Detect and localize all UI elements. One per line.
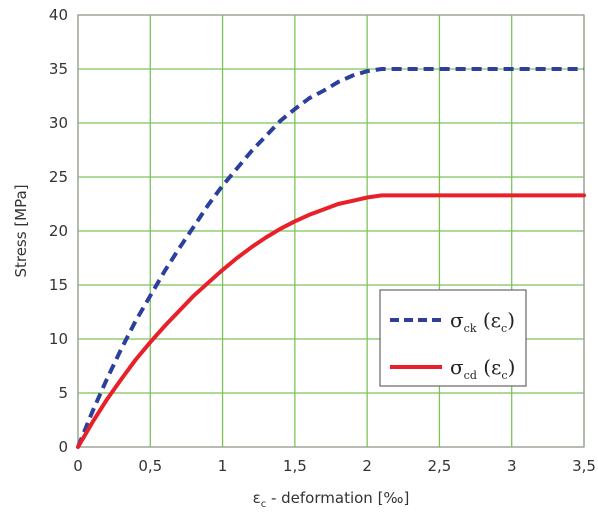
y-tick-label: 10 <box>49 330 68 348</box>
x-tick-label: 0 <box>73 457 83 475</box>
legend-box <box>379 289 527 387</box>
y-tick-label: 25 <box>49 168 68 186</box>
y-tick-labels: 0 5 10 15 20 25 30 35 40 <box>49 6 68 456</box>
legend-label-sigma-cd-sub: cd <box>464 369 477 382</box>
legend-label-sigma-ck-sub: ck <box>464 322 477 335</box>
y-tick-label: 30 <box>49 114 68 132</box>
x-axis-label-subscript: c <box>261 499 267 510</box>
y-tick-label: 15 <box>49 276 68 294</box>
x-tick-label: 0,5 <box>138 457 162 475</box>
legend-label-sigma-cd-symbol: σ <box>450 355 464 379</box>
y-tick-label: 35 <box>49 60 68 78</box>
legend-label-sigma-cd-open: ( <box>477 355 491 379</box>
y-tick-label: 5 <box>58 384 68 402</box>
x-axis-label-text: - deformation [‰] <box>266 489 409 507</box>
x-tick-label: 2,5 <box>427 457 451 475</box>
series-line-sigma-ck <box>76 67 584 448</box>
y-axis-label: Stress [MPa] <box>12 184 30 277</box>
legend-label-sigma-ck-arg-sub: c <box>501 322 507 335</box>
x-axis-label-symbol: ε <box>253 489 261 507</box>
legend-label-sigma-cd: σcd (εc) <box>450 355 515 382</box>
legend-label-sigma-ck-arg: ε <box>491 308 501 332</box>
x-tick-label: 1,5 <box>283 457 307 475</box>
legend-label-sigma-ck-close: ) <box>507 308 515 332</box>
plot-frame <box>77 14 585 448</box>
y-tick-label: 40 <box>49 6 68 24</box>
series-group <box>76 67 586 449</box>
y-tick-label: 20 <box>49 222 68 240</box>
legend-label-sigma-ck-open: ( <box>476 308 490 332</box>
y-tick-label: 0 <box>58 438 68 456</box>
series-line-sigma-cd <box>76 193 586 449</box>
legend-label-sigma-ck: σck (εc) <box>450 308 515 335</box>
legend-label-sigma-cd-arg: ε <box>491 355 501 379</box>
x-tick-label: 2 <box>362 457 372 475</box>
x-tick-label: 3,5 <box>572 457 596 475</box>
x-tick-label: 1 <box>218 457 228 475</box>
legend-label-sigma-cd-arg-sub: c <box>501 369 507 382</box>
legend-label-sigma-ck-symbol: σ <box>450 308 464 332</box>
x-axis-label: εc - deformation [‰] <box>253 489 410 510</box>
legend: σck (εc) σcd (εc) <box>379 289 527 387</box>
legend-label-sigma-cd-close: ) <box>508 355 516 379</box>
x-tick-labels: 0 0,5 1 1,5 2 2,5 3 3,5 <box>73 457 596 475</box>
x-tick-label: 3 <box>507 457 517 475</box>
